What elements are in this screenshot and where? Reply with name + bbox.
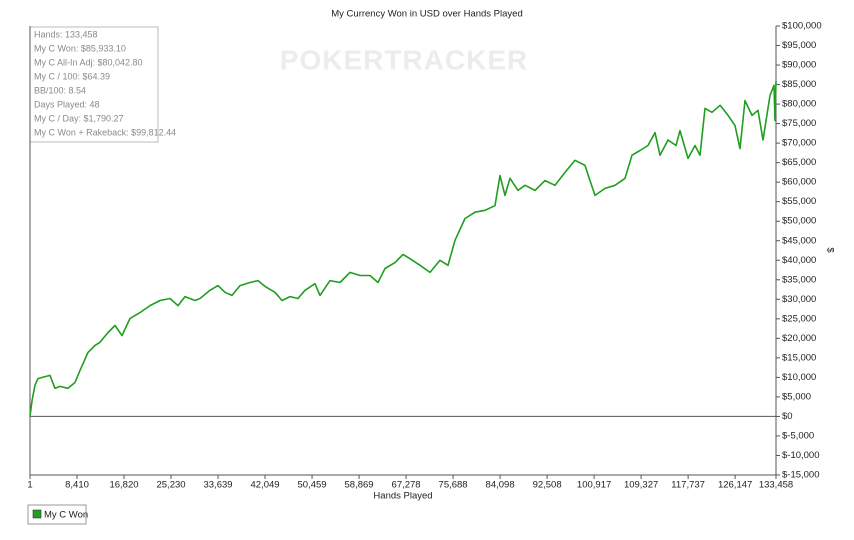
y-tick-label: $-5,000 (782, 430, 814, 441)
y-tick-label: $85,000 (782, 79, 816, 90)
y-tick-label: $80,000 (782, 99, 816, 110)
x-axis-label: Hands Played (373, 491, 432, 502)
y-tick-label: $75,000 (782, 118, 816, 129)
x-tick-label: 42,049 (251, 480, 280, 491)
x-tick-label: 33,639 (203, 480, 232, 491)
y-tick-label: $90,000 (782, 60, 816, 71)
y-tick-label: $50,000 (782, 216, 816, 227)
y-axis-label: $ (824, 247, 835, 253)
y-tick-label: $45,000 (782, 235, 816, 246)
x-tick-label: 133,458 (759, 480, 793, 491)
stat-line: Hands: 133,458 (34, 29, 98, 39)
y-tick-label: $25,000 (782, 313, 816, 324)
stat-line: Days Played: 48 (34, 99, 100, 109)
y-tick-label: $15,000 (782, 352, 816, 363)
x-tick-label: 117,737 (671, 480, 705, 491)
stats-box (29, 26, 159, 143)
y-tick-label: $95,000 (782, 40, 816, 51)
y-tick-label: $20,000 (782, 333, 816, 344)
stat-line: My C / Day: $1,790.27 (34, 113, 124, 123)
legend-label: My C Won (44, 510, 88, 521)
x-tick-label: 75,688 (439, 480, 468, 491)
x-tick-label: 67,278 (392, 480, 421, 491)
x-tick-label: 92,508 (533, 480, 562, 491)
stat-line: BB/100: 8.54 (34, 85, 86, 95)
x-tick-label: 8,410 (65, 480, 89, 491)
chart-title: My Currency Won in USD over Hands Played (331, 9, 522, 20)
x-tick-label: 1 (27, 480, 32, 491)
stat-line: My C Won + Rakeback: $99,812.44 (34, 127, 176, 137)
y-tick-label: $0 (782, 411, 793, 422)
x-tick-label: 126,147 (718, 480, 752, 491)
y-tick-label: $-15,000 (782, 470, 820, 481)
y-tick-label: $30,000 (782, 294, 816, 305)
y-tick-label: $40,000 (782, 255, 816, 266)
x-tick-label: 50,459 (298, 480, 327, 491)
data-line (29, 80, 777, 417)
x-tick-label: 84,098 (486, 480, 515, 491)
legend-swatch (32, 509, 42, 519)
y-tick-label: $-10,000 (782, 450, 820, 461)
x-tick-label: 100,917 (577, 480, 611, 491)
x-tick-label: 109,327 (624, 480, 658, 491)
y-tick-label: $35,000 (782, 274, 816, 285)
x-tick-label: 25,230 (156, 480, 185, 491)
stat-line: My C Won: $85,933.10 (34, 43, 126, 53)
watermark: POKERTRACKER (280, 44, 528, 75)
y-tick-label: $60,000 (782, 177, 816, 188)
y-tick-label: $55,000 (782, 196, 816, 207)
stat-line: My C / 100: $64.39 (34, 71, 110, 81)
y-tick-label: $10,000 (782, 372, 816, 383)
legend-box (27, 504, 87, 525)
y-tick-label: $70,000 (782, 138, 816, 149)
y-tick-label: $5,000 (782, 391, 811, 402)
y-tick-label: $100,000 (782, 21, 822, 32)
x-tick-label: 16,820 (109, 480, 138, 491)
stat-line: My C All-In Adj: $80,042.80 (34, 57, 143, 67)
x-tick-label: 58,869 (345, 480, 374, 491)
y-tick-label: $65,000 (782, 157, 816, 168)
